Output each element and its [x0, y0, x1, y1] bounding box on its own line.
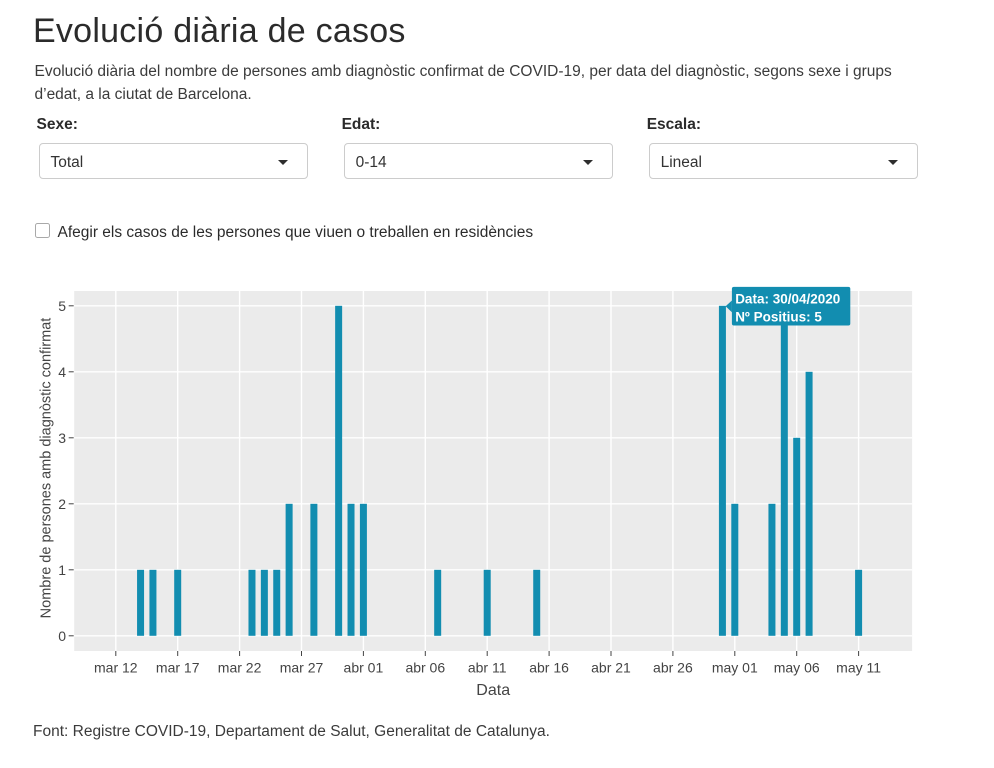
svg-text:mar 17: mar 17: [156, 659, 200, 675]
svg-text:4: 4: [58, 364, 66, 380]
svg-text:abr 01: abr 01: [344, 659, 384, 675]
svg-text:2: 2: [58, 496, 66, 512]
svg-text:1: 1: [58, 562, 66, 578]
svg-text:abr 06: abr 06: [405, 659, 445, 675]
svg-text:Data: Data: [476, 682, 510, 699]
svg-text:3: 3: [58, 430, 66, 446]
svg-text:Nombre de persones amb diagnòs: Nombre de persones amb diagnòstic confir…: [39, 318, 55, 619]
svg-text:mar 22: mar 22: [218, 659, 262, 675]
svg-text:mar 12: mar 12: [94, 659, 138, 675]
svg-text:Nº Positius: 5: Nº Positius: 5: [735, 309, 822, 324]
svg-text:abr 26: abr 26: [653, 659, 693, 675]
svg-text:abr 21: abr 21: [591, 659, 631, 675]
svg-text:may 06: may 06: [774, 659, 820, 675]
svg-text:0: 0: [58, 628, 66, 644]
svg-text:5: 5: [58, 298, 66, 314]
svg-text:abr 16: abr 16: [529, 659, 569, 675]
svg-text:mar 27: mar 27: [280, 659, 324, 675]
svg-text:may 11: may 11: [836, 659, 881, 675]
svg-text:may 01: may 01: [712, 659, 758, 675]
svg-text:abr 11: abr 11: [468, 659, 507, 675]
svg-text:Data: 30/04/2020: Data: 30/04/2020: [735, 291, 840, 306]
